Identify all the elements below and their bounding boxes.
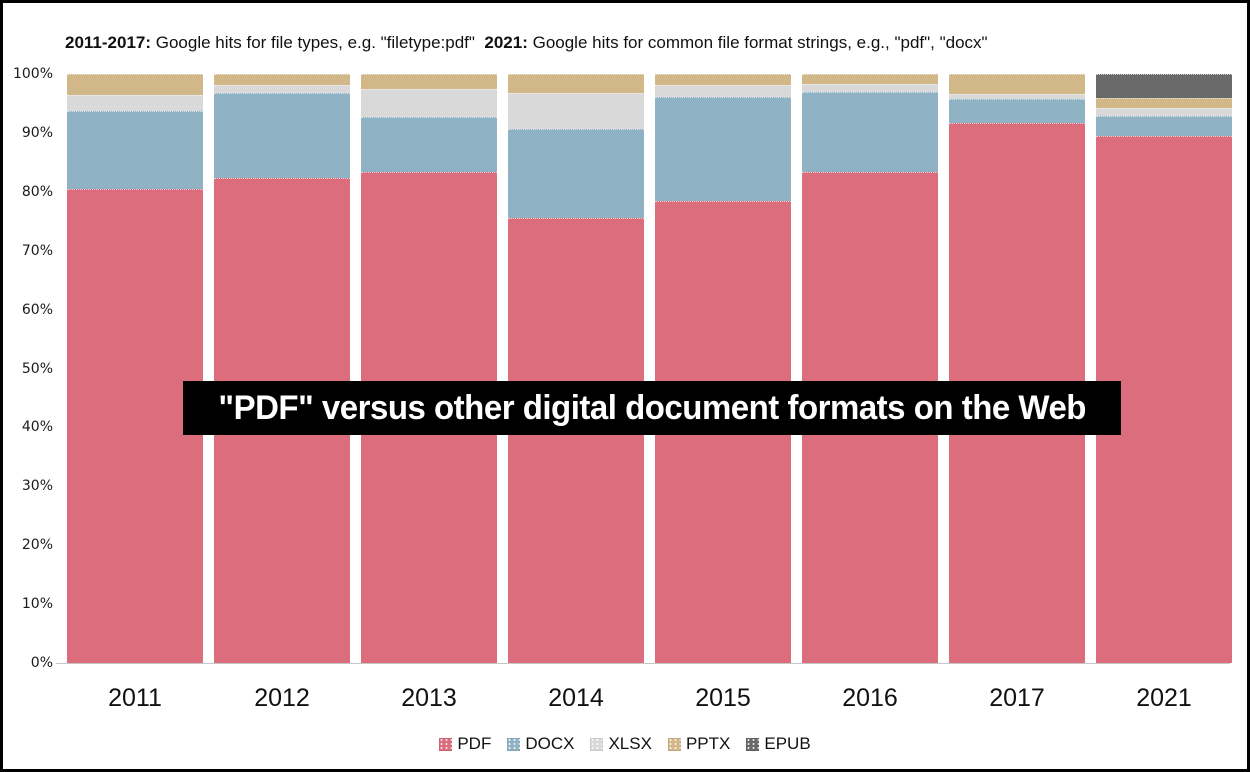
bar-segment-docx-2011 xyxy=(67,110,203,190)
y-tick-70: 70% xyxy=(21,242,53,259)
bar-segment-pptx-2014 xyxy=(508,74,644,94)
bar-segment-xlsx-2012 xyxy=(214,84,350,93)
bar-segment-pptx-2017 xyxy=(949,74,1085,95)
x-label-2014: 2014 xyxy=(548,684,604,712)
bar-segment-pptx-2013 xyxy=(361,74,497,90)
title-banner: "PDF" versus other digital document form… xyxy=(183,381,1121,435)
x-label-2012: 2012 xyxy=(254,684,310,712)
bar-segment-docx-2012 xyxy=(214,92,350,178)
note-part-2: 2021: xyxy=(484,33,528,52)
bar-segment-pptx-2011 xyxy=(67,74,203,96)
chart-title: "PDF" versus other digital document form… xyxy=(218,388,1086,427)
bar-segment-docx-2021 xyxy=(1096,115,1232,136)
bar-segment-pptx-2012 xyxy=(214,74,350,85)
bar-segment-xlsx-2013 xyxy=(361,89,497,118)
bar-segment-docx-2017 xyxy=(949,99,1085,124)
bar-2017 xyxy=(949,74,1085,663)
x-label-2015: 2015 xyxy=(695,684,751,712)
bar-segment-pptx-2021 xyxy=(1096,98,1232,109)
bar-2013 xyxy=(361,74,497,663)
legend-label-epub: EPUB xyxy=(764,734,811,753)
note-part-1: Google hits for file types, e.g. "filety… xyxy=(151,33,485,52)
legend-label-pptx: PPTX xyxy=(685,734,731,753)
x-label-2013: 2013 xyxy=(401,684,457,712)
y-tick-20: 20% xyxy=(21,537,53,554)
bar-segment-pdf-2011 xyxy=(67,189,203,663)
legend: PDF DOCX XLSX PPTX EPUB xyxy=(3,734,1247,754)
bar-segment-pptx-2016 xyxy=(802,74,938,85)
y-tick-0: 0% xyxy=(30,655,53,671)
plot-area xyxy=(56,74,1232,664)
legend-item-epub: EPUB xyxy=(746,734,811,754)
bar-2021 xyxy=(1096,74,1232,663)
legend-label-pdf: PDF xyxy=(457,734,492,753)
x-axis-line xyxy=(56,663,1230,664)
y-tick-90: 90% xyxy=(21,124,53,141)
bar-segment-xlsx-2017 xyxy=(949,94,1085,100)
legend-label-docx: DOCX xyxy=(525,734,575,753)
bar-segment-pptx-2015 xyxy=(655,74,791,86)
bar-segment-xlsx-2021 xyxy=(1096,108,1232,116)
bar-segment-epub-2021 xyxy=(1096,74,1232,99)
bar-segment-pdf-2014 xyxy=(508,217,644,663)
legend-swatch-epub xyxy=(746,737,760,751)
legend-item-pdf: PDF xyxy=(439,734,491,754)
subtitle-note: 2011-2017: Google hits for file types, e… xyxy=(65,33,988,53)
y-tick-40: 40% xyxy=(21,419,53,436)
bar-2015 xyxy=(655,74,791,663)
bar-2016 xyxy=(802,74,938,663)
bar-2011 xyxy=(67,74,203,663)
y-tick-100: 100% xyxy=(12,66,53,82)
y-tick-30: 30% xyxy=(21,478,53,495)
legend-swatch-xlsx xyxy=(590,737,604,751)
legend-swatch-pdf xyxy=(439,737,453,751)
bar-segment-docx-2014 xyxy=(508,129,644,218)
y-tick-80: 80% xyxy=(21,183,53,200)
legend-swatch-pptx xyxy=(667,737,681,751)
bar-segment-xlsx-2016 xyxy=(802,84,938,93)
y-tick-60: 60% xyxy=(21,301,53,318)
bar-segment-xlsx-2011 xyxy=(67,95,203,111)
legend-item-xlsx: XLSX xyxy=(590,734,652,754)
legend-swatch-docx xyxy=(507,737,521,751)
y-axis: 0% 10% 20% 30% 40% 50% 60% 70% 80% 90% 100% xyxy=(3,66,57,671)
bar-segment-xlsx-2015 xyxy=(655,85,791,97)
bar-segment-docx-2015 xyxy=(655,96,791,202)
x-label-2021: 2021 xyxy=(1136,684,1192,712)
x-label-2011: 2011 xyxy=(108,684,162,712)
bar-segment-docx-2013 xyxy=(361,117,497,173)
x-axis: 2011 2012 2013 2014 2015 2016 2017 2021 xyxy=(64,684,1232,716)
bar-segment-xlsx-2014 xyxy=(508,93,644,130)
legend-item-pptx: PPTX xyxy=(667,734,731,754)
note-part-3: Google hits for common file format strin… xyxy=(527,33,988,52)
bar-2014 xyxy=(508,74,644,663)
y-tick-10: 10% xyxy=(21,596,53,613)
note-part-0: 2011-2017: xyxy=(65,33,152,52)
legend-item-docx: DOCX xyxy=(507,734,574,754)
y-tick-50: 50% xyxy=(21,360,53,377)
x-label-2016: 2016 xyxy=(842,684,898,712)
x-label-2017: 2017 xyxy=(989,684,1045,712)
bar-2012 xyxy=(214,74,350,663)
legend-label-xlsx: XLSX xyxy=(608,734,652,753)
bar-segment-docx-2016 xyxy=(802,92,938,172)
